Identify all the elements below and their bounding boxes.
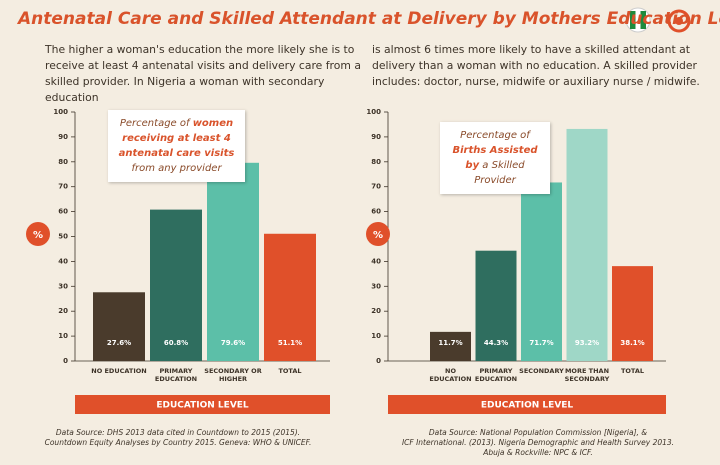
y-tick-label: 70 xyxy=(371,183,381,191)
title: Antenatal Care and Skilled Attendant at … xyxy=(18,9,720,29)
y-tick-label: 90 xyxy=(58,133,68,141)
category-label: NO EDUCATION xyxy=(91,367,147,375)
y-tick-label: 80 xyxy=(58,158,68,166)
value-label: 27.6% xyxy=(107,339,131,347)
bar xyxy=(612,266,653,361)
y-tick-label: 100 xyxy=(53,108,68,116)
x-axis-label: EDUCATION LEVEL xyxy=(481,401,574,411)
intro-text: The higher a woman's education the more … xyxy=(45,43,361,104)
y-tick-label: 80 xyxy=(371,158,381,166)
category-label: PRIMARY EDUCATION xyxy=(154,367,198,383)
y-tick-label: 40 xyxy=(371,257,381,265)
source-text: Data Source: DHS 2013 data cited in Coun… xyxy=(56,428,300,437)
bar xyxy=(475,250,517,361)
y-tick-label: 40 xyxy=(58,257,68,265)
annotation-text: Births Assisted by xyxy=(452,145,538,171)
value-label: 44.3% xyxy=(484,339,508,347)
value-label: 93.2% xyxy=(575,339,599,347)
annotation-text: Percentage of xyxy=(460,130,530,141)
annotation-box: Percentage of women receiving at least 4… xyxy=(108,110,245,182)
category-label: NO EDUCATION xyxy=(429,367,472,383)
bar xyxy=(207,162,259,361)
value-label: 38.1% xyxy=(620,339,644,347)
category-label: PRIMARY EDUCATION xyxy=(474,367,518,383)
value-label: 71.7% xyxy=(529,339,553,347)
annotation-text: a Skilled Provider xyxy=(474,160,525,186)
source-text: Abuja & Rockville: NPC & ICF. xyxy=(482,448,593,457)
x-axis-label: EDUCATION LEVEL xyxy=(156,401,249,411)
source-text: ICF International. (2013). Nigeria Demog… xyxy=(402,438,674,447)
intro-text: is almost 6 times more likely to have a … xyxy=(372,43,700,88)
y-tick-label: 90 xyxy=(371,133,381,141)
value-label: 60.8% xyxy=(164,339,188,347)
y-axis-label: % xyxy=(373,230,383,241)
y-tick-label: 70 xyxy=(58,183,68,191)
y-tick-label: 10 xyxy=(58,332,68,340)
y-tick-label: 0 xyxy=(63,357,68,365)
value-label: 51.1% xyxy=(278,339,302,347)
flag-stripe xyxy=(640,11,646,29)
y-tick-label: 20 xyxy=(58,307,68,315)
flag-stripe xyxy=(630,11,636,29)
y-tick-label: 100 xyxy=(366,108,381,116)
category-label: SECONDARY OR HIGHER xyxy=(204,367,262,383)
y-tick-label: 0 xyxy=(376,357,381,365)
x-label-bar xyxy=(75,395,330,414)
y-axis-label: % xyxy=(33,230,43,241)
y-tick-label: 20 xyxy=(371,307,381,315)
bar xyxy=(264,233,316,361)
y-tick-label: 60 xyxy=(371,208,381,216)
category-label: TOTAL xyxy=(278,367,302,375)
bar xyxy=(566,128,608,361)
value-label: 79.6% xyxy=(221,339,245,347)
y-tick-label: 30 xyxy=(58,282,68,290)
y-tick-label: 10 xyxy=(371,332,381,340)
category-label: SECONDARY xyxy=(519,367,564,375)
annotation-text: from any provider xyxy=(131,163,222,174)
source-text: Data Source: National Population Commiss… xyxy=(429,428,647,437)
category-label: TOTAL xyxy=(620,367,645,375)
source-text: Countdown Equity Analyses by Country 201… xyxy=(45,438,312,447)
category-label: MORE THAN SECONDARY xyxy=(564,367,610,383)
org-logo-dot xyxy=(675,17,683,25)
y-label-badge xyxy=(26,222,50,246)
x-label-bar xyxy=(388,395,666,414)
y-tick-label: 30 xyxy=(371,282,381,290)
y-tick-label: 50 xyxy=(58,233,68,241)
annotation-text: women receiving at least 4 antenatal car… xyxy=(118,118,235,159)
org-logo xyxy=(667,9,691,33)
annotation-text: Percentage of xyxy=(119,118,193,129)
bar xyxy=(430,331,471,361)
y-tick-label: 60 xyxy=(58,208,68,216)
y-label-badge xyxy=(366,222,390,246)
value-label: 11.7% xyxy=(438,339,462,347)
bar xyxy=(521,182,562,361)
bar xyxy=(93,292,145,361)
bar xyxy=(150,209,202,361)
annotation-box: Percentage of Births Assisted by a Skill… xyxy=(440,122,550,194)
